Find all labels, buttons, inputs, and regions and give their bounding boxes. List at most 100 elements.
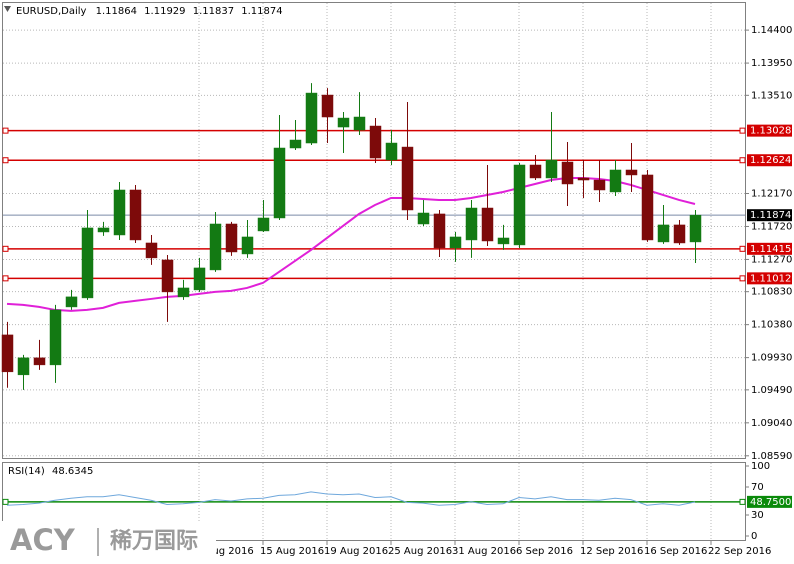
level-label-box [747,495,792,508]
y-tick-label: 1.12170 [751,188,792,199]
x-tick-label: 6 Sep 2016 [516,546,573,557]
logo-background [0,521,216,563]
low: 1.11837 [193,6,234,17]
candle-body [657,224,670,243]
x-tick-label: 22 Sep 2016 [708,546,771,557]
y-tick-label: 1.09490 [751,385,792,396]
level-handle [2,127,9,134]
candle-body [321,94,334,118]
y-tick-label: 1.11720 [751,221,792,232]
level-handle [2,498,9,505]
candle-body [81,227,94,299]
candle-body [689,214,702,243]
y-tick-label: 1.14400 [751,25,792,36]
y-tick-label: 1.09040 [751,418,792,429]
rsi-value: 48.6345 [52,466,93,477]
level-label-box [747,272,792,285]
candle-body [1,334,14,373]
x-tick-label: 12 Sep 2016 [580,546,643,557]
y-tick-label: 0 [751,531,757,542]
candle-body [481,207,494,242]
candle-body [225,223,238,253]
candle-body [497,237,510,245]
level-handle [2,245,9,252]
candle-body [17,357,30,376]
y-tick-label: 70 [751,482,764,493]
logo: ACY 稀万国际 [0,521,216,563]
candle-body [625,169,638,176]
chart-header: EURUSD,Daily 1.11864 1.11929 1.11837 1.1… [16,6,283,17]
candle-body [561,161,574,185]
candle-body [33,357,46,366]
rsi-header: RSI(14) 48.6345 [8,466,93,477]
candle-body [385,142,398,161]
x-tick-label: 31 Aug 2016 [452,546,516,557]
x-tick-label: 9 Aug 2016 [196,546,254,557]
high: 1.11929 [144,6,185,17]
open: 1.11864 [96,6,137,17]
price-panel [1,83,746,390]
y-tick-label: 30 [751,510,764,521]
candle-body [369,125,382,159]
y-tick-label: 1.10830 [751,287,792,298]
symbol: EURUSD,Daily [16,6,87,17]
level-label: 1.13028 [750,126,791,137]
level-handle [2,275,9,282]
rsi-panel [2,491,746,506]
price-label: 1.11874 [750,210,791,221]
candle-body [529,164,542,179]
candle-body [545,159,558,179]
candle-body [577,177,590,181]
y-tick-label: 1.13510 [751,90,792,101]
level-handle [739,127,746,134]
candle-body [209,223,222,271]
candle-body [145,242,158,259]
logo-name: 稀万国际 [110,528,198,554]
level-handle [739,245,746,252]
candle-body [65,296,78,308]
candle-body [401,146,414,211]
candle-body [673,224,686,244]
candle-body [113,189,126,236]
rsi-title: RSI(14) [8,466,45,477]
level-label-box [747,242,792,255]
level-handle [739,275,746,282]
y-tick-label: 100 [751,461,770,472]
y-tick-label: 1.11270 [751,254,792,265]
candle-body [465,207,478,241]
y-tick-label: 1.13950 [751,58,792,69]
candle-body [129,189,142,241]
price-label-box [747,209,792,222]
level-label-box [747,154,792,167]
x-tick-label: 16 Sep 2016 [644,546,707,557]
candle-body [97,227,110,233]
level-handle [739,498,746,505]
candle-body [609,169,622,193]
candle-body [161,259,174,293]
main-panel-frame [2,2,746,459]
candle-body [177,287,190,298]
candle-body [257,217,270,232]
candle-body [433,213,446,249]
candle-body [49,309,62,366]
candle-body [241,236,254,255]
grid [3,3,745,540]
level-label: 48.7500 [750,497,791,508]
level-label: 1.11415 [750,244,791,255]
candle-body [641,174,654,241]
y-tick-label: 1.10380 [751,320,792,331]
level-handle [2,157,9,164]
candle-body [449,236,462,249]
symbol-icon [4,6,11,12]
x-tick-label: 25 Aug 2016 [388,546,452,557]
candle-body [337,117,350,128]
candle-body [273,147,286,219]
candle-body [353,116,366,131]
candle-body [593,179,606,191]
y-tick-label: 1.08590 [751,451,792,462]
x-tick-label: 15 Aug 2016 [260,546,324,557]
level-label: 1.11012 [750,273,791,284]
axes: 1.14400 1.13950 1.13510 1.12170 1.11720 1.112… [196,25,792,557]
